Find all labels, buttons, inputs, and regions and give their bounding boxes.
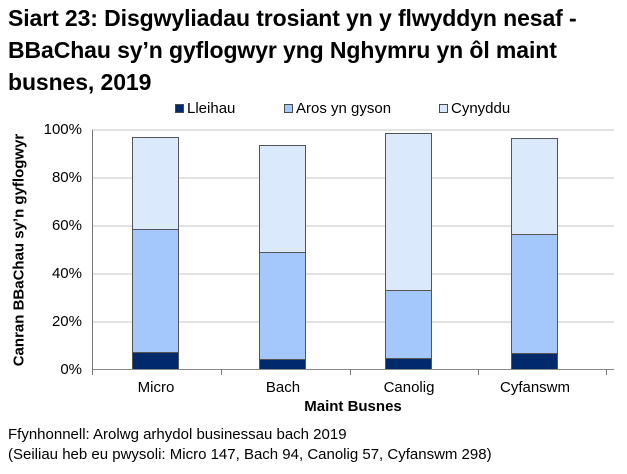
legend-swatch-aros-icon (284, 104, 293, 113)
bar-segment-aros-yn-gyson (385, 290, 432, 358)
x-category-cyfanswm: Cyfanswm (499, 379, 570, 396)
bar-segment-cynyddu (132, 137, 179, 229)
y-axis-title-text: Canran BBaChau sy’n gyflogwyr (10, 133, 28, 367)
gridline-40 (92, 273, 614, 275)
bar-segment-lleihau (132, 351, 179, 370)
x-tick (606, 369, 607, 375)
gridline-60 (92, 225, 614, 227)
chart-footer: Ffynhonnell: Arolwg arhydol businessau b… (8, 425, 492, 465)
bar-segment-aros-yn-gyson (132, 228, 179, 352)
chart-legend: Lleihau Aros yn gyson Cynyddu (0, 100, 627, 120)
gridline-20 (92, 321, 614, 323)
bar-canolig (385, 133, 432, 370)
legend-item-cynyddu: Cynyddu (439, 100, 510, 117)
y-axis-title: Canran BBaChau sy’n gyflogwyr (8, 130, 30, 370)
y-tick-100: 100% (43, 121, 82, 138)
bar-bach (259, 145, 306, 370)
y-tick-0: 0% (60, 361, 82, 378)
y-tick-80: 80% (51, 169, 82, 186)
chart-title: Siart 23: Disgwyliadau trosiant yn y flw… (8, 2, 623, 98)
bar-segment-cynyddu (511, 137, 558, 234)
chart-title-line-2: BBaChau sy’n gyflogwyr yng Nghymru yn ôl… (8, 37, 557, 63)
legend-label: Lleihau (187, 100, 236, 117)
y-tick-60: 60% (51, 217, 82, 234)
bar-segment-aros-yn-gyson (511, 233, 558, 354)
legend-item-lleihau: Lleihau (175, 100, 235, 117)
gridline-80 (92, 177, 614, 179)
chart-title-line-1: Siart 23: Disgwyliadau trosiant yn y flw… (8, 5, 577, 31)
x-tick (221, 369, 222, 375)
x-category-micro: Micro (137, 379, 175, 396)
bar-cyfanswm (511, 137, 558, 370)
bar-segment-aros-yn-gyson (259, 252, 306, 360)
x-tick (350, 369, 351, 375)
legend-item-aros-yn-gyson: Aros yn gyson (284, 100, 391, 117)
legend-swatch-lleihau-icon (175, 104, 184, 113)
legend-label: Aros yn gyson (296, 100, 392, 117)
source-text: Ffynhonnell: Arolwg arhydol businessau b… (8, 426, 347, 443)
bar-micro (132, 137, 179, 370)
bar-segment-cynyddu (385, 133, 432, 291)
x-axis-title: Maint Busnes (304, 398, 402, 415)
legend-label: Cynyddu (451, 100, 511, 117)
y-axis-line (92, 130, 93, 371)
x-tick (478, 369, 479, 375)
x-category-bach: Bach (265, 379, 301, 396)
x-tick (92, 369, 93, 375)
sample-note: (Seiliau heb eu pwysoli: Micro 147, Bach… (8, 446, 492, 463)
x-category-canolig: Canolig (383, 379, 435, 396)
chart-title-line-3: busnes, 2019 (8, 69, 152, 95)
bar-segment-cynyddu (259, 145, 306, 253)
legend-swatch-cynyddu-icon (439, 104, 448, 113)
bar-segment-lleihau (511, 353, 558, 370)
y-tick-20: 20% (51, 313, 82, 330)
x-axis-line (92, 369, 614, 370)
gridline-100 (92, 129, 614, 131)
y-tick-40: 40% (51, 265, 82, 282)
